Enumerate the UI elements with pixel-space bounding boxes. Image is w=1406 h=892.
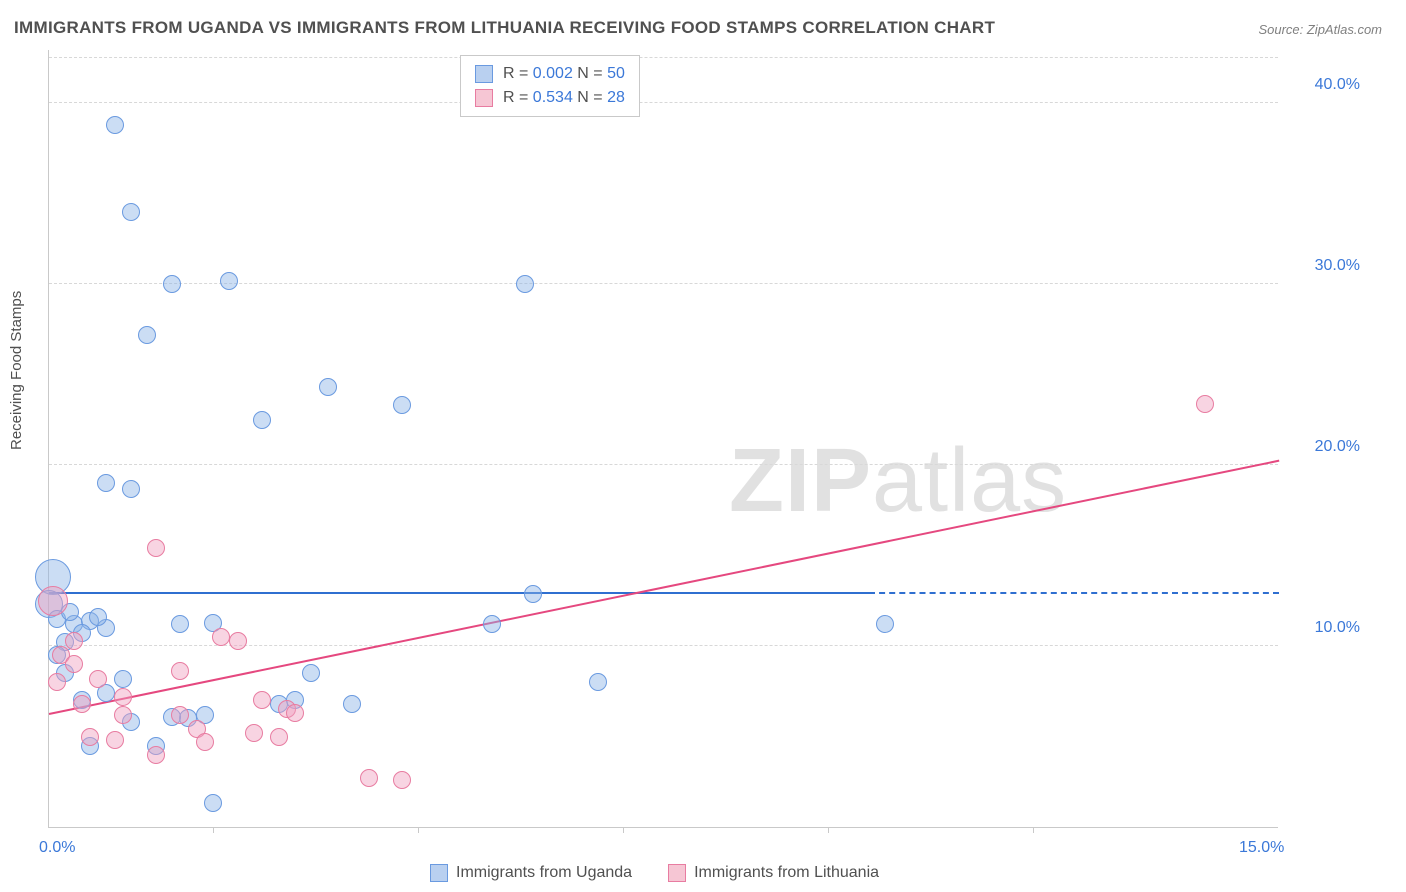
scatter-point [253,691,271,709]
x-tick-mark [418,827,419,833]
legend-stat-row: R = 0.534 N = 28 [475,86,625,110]
legend-series-item: Immigrants from Lithuania [668,864,879,882]
legend-stat-text: R = 0.534 N = 28 [503,86,625,110]
scatter-point [97,474,115,492]
trend-line-dashed [869,592,1279,594]
legend-series-label: Immigrants from Lithuania [694,864,879,882]
scatter-point [89,608,107,626]
legend-swatch [475,89,493,107]
scatter-point [220,272,238,290]
scatter-point [171,662,189,680]
scatter-point [245,724,263,742]
y-tick-label: 30.0% [1288,257,1360,275]
scatter-point [302,664,320,682]
scatter-point [1196,395,1214,413]
scatter-point [393,396,411,414]
legend-series-item: Immigrants from Uganda [430,864,632,882]
source-label: Source: ZipAtlas.com [1258,22,1382,37]
legend-stat-text: R = 0.002 N = 50 [503,62,625,86]
y-tick-label: 20.0% [1288,438,1360,456]
scatter-point [147,539,165,557]
y-tick-label: 10.0% [1288,619,1360,637]
correlation-chart: IMMIGRANTS FROM UGANDA VS IMMIGRANTS FRO… [0,0,1406,892]
scatter-point [319,378,337,396]
watermark-bold: ZIP [729,431,872,531]
chart-title: IMMIGRANTS FROM UGANDA VS IMMIGRANTS FRO… [14,18,995,38]
legend-stat-row: R = 0.002 N = 50 [475,62,625,86]
y-axis-title: Receiving Food Stamps [8,291,25,450]
scatter-point [270,728,288,746]
scatter-point [171,615,189,633]
scatter-point [483,615,501,633]
scatter-point [204,794,222,812]
scatter-point [81,728,99,746]
scatter-point [286,704,304,722]
scatter-point [65,632,83,650]
x-tick-mark [623,827,624,833]
scatter-point [89,670,107,688]
scatter-point [106,731,124,749]
scatter-point [138,326,156,344]
scatter-point [589,673,607,691]
gridline [49,102,1278,103]
x-tick-mark [213,827,214,833]
legend-bottom: Immigrants from Uganda Immigrants from Li… [430,864,879,882]
watermark: ZIPatlas [729,430,1067,533]
scatter-point [196,733,214,751]
legend-top: R = 0.002 N = 50R = 0.534 N = 28 [460,55,640,117]
gridline [49,57,1278,58]
legend-series-label: Immigrants from Uganda [456,864,632,882]
scatter-point [229,632,247,650]
x-tick-label: 15.0% [1239,839,1284,857]
y-tick-label: 40.0% [1288,76,1360,94]
scatter-point [171,706,189,724]
scatter-point [114,670,132,688]
x-tick-mark [828,827,829,833]
scatter-point [65,655,83,673]
scatter-point [114,688,132,706]
legend-swatch [668,864,686,882]
scatter-point [516,275,534,293]
trend-line [49,592,869,594]
scatter-point [876,615,894,633]
scatter-point [122,480,140,498]
scatter-point [253,411,271,429]
legend-swatch [430,864,448,882]
trend-line [49,460,1279,715]
scatter-point [114,706,132,724]
scatter-point [212,628,230,646]
scatter-point [163,275,181,293]
legend-swatch [475,65,493,83]
scatter-point [106,116,124,134]
x-tick-label: 0.0% [39,839,75,857]
scatter-point [524,585,542,603]
scatter-point [360,769,378,787]
scatter-point [48,673,66,691]
scatter-point [38,586,68,616]
scatter-point [122,203,140,221]
scatter-point [73,695,91,713]
x-tick-mark [1033,827,1034,833]
watermark-light: atlas [872,431,1067,531]
plot-area: ZIPatlas 10.0%20.0%30.0%40.0%0.0%15.0% [48,50,1278,828]
scatter-point [393,771,411,789]
gridline [49,464,1278,465]
scatter-point [343,695,361,713]
scatter-point [147,746,165,764]
